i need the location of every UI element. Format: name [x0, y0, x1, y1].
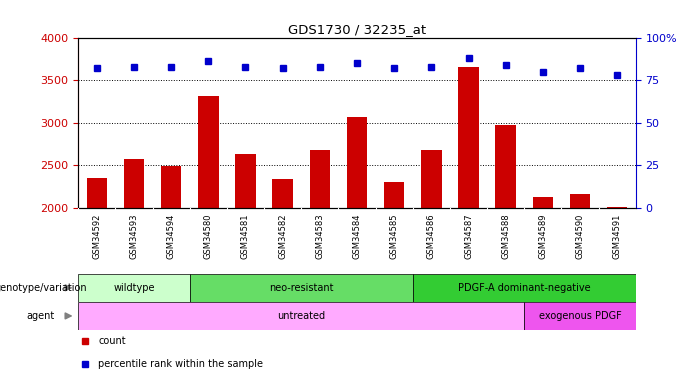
Text: untreated: untreated — [277, 311, 325, 321]
Text: GSM34591: GSM34591 — [613, 213, 622, 259]
Text: GSM34593: GSM34593 — [129, 213, 139, 259]
Text: agent: agent — [27, 311, 55, 321]
Bar — [235, 154, 256, 208]
Text: GSM34587: GSM34587 — [464, 213, 473, 259]
Bar — [78, 274, 190, 302]
Text: GSM34588: GSM34588 — [501, 213, 510, 259]
Text: GSM34589: GSM34589 — [539, 213, 547, 259]
Bar — [190, 274, 413, 302]
Bar — [198, 96, 218, 208]
Text: GSM34592: GSM34592 — [92, 213, 101, 259]
Text: count: count — [99, 336, 126, 346]
Bar — [413, 274, 636, 302]
Text: GSM34580: GSM34580 — [204, 213, 213, 259]
Text: GSM34583: GSM34583 — [316, 213, 324, 259]
Text: GSM34582: GSM34582 — [278, 213, 287, 259]
Text: genotype/variation: genotype/variation — [0, 283, 87, 293]
Bar — [384, 182, 405, 208]
Bar — [458, 68, 479, 208]
Text: GSM34585: GSM34585 — [390, 213, 398, 259]
Bar — [496, 125, 516, 208]
Text: exogenous PDGF: exogenous PDGF — [539, 311, 622, 321]
Bar — [161, 166, 182, 208]
Bar — [86, 178, 107, 208]
Title: GDS1730 / 32235_at: GDS1730 / 32235_at — [288, 23, 426, 36]
Bar — [570, 194, 590, 208]
Text: GSM34584: GSM34584 — [352, 213, 362, 259]
Text: GSM34590: GSM34590 — [575, 213, 585, 259]
Bar — [421, 150, 441, 208]
Text: neo-resistant: neo-resistant — [269, 283, 333, 293]
Text: GSM34586: GSM34586 — [427, 213, 436, 259]
Text: percentile rank within the sample: percentile rank within the sample — [99, 359, 263, 369]
Text: GSM34581: GSM34581 — [241, 213, 250, 259]
Bar — [273, 179, 293, 208]
Bar — [78, 302, 524, 330]
Text: GSM34594: GSM34594 — [167, 213, 175, 259]
Text: wildtype: wildtype — [113, 283, 155, 293]
Bar — [124, 159, 144, 208]
Bar — [524, 302, 636, 330]
Bar — [607, 207, 628, 208]
Bar — [532, 197, 553, 208]
Text: PDGF-A dominant-negative: PDGF-A dominant-negative — [458, 283, 591, 293]
Bar — [309, 150, 330, 208]
Bar — [347, 117, 367, 208]
